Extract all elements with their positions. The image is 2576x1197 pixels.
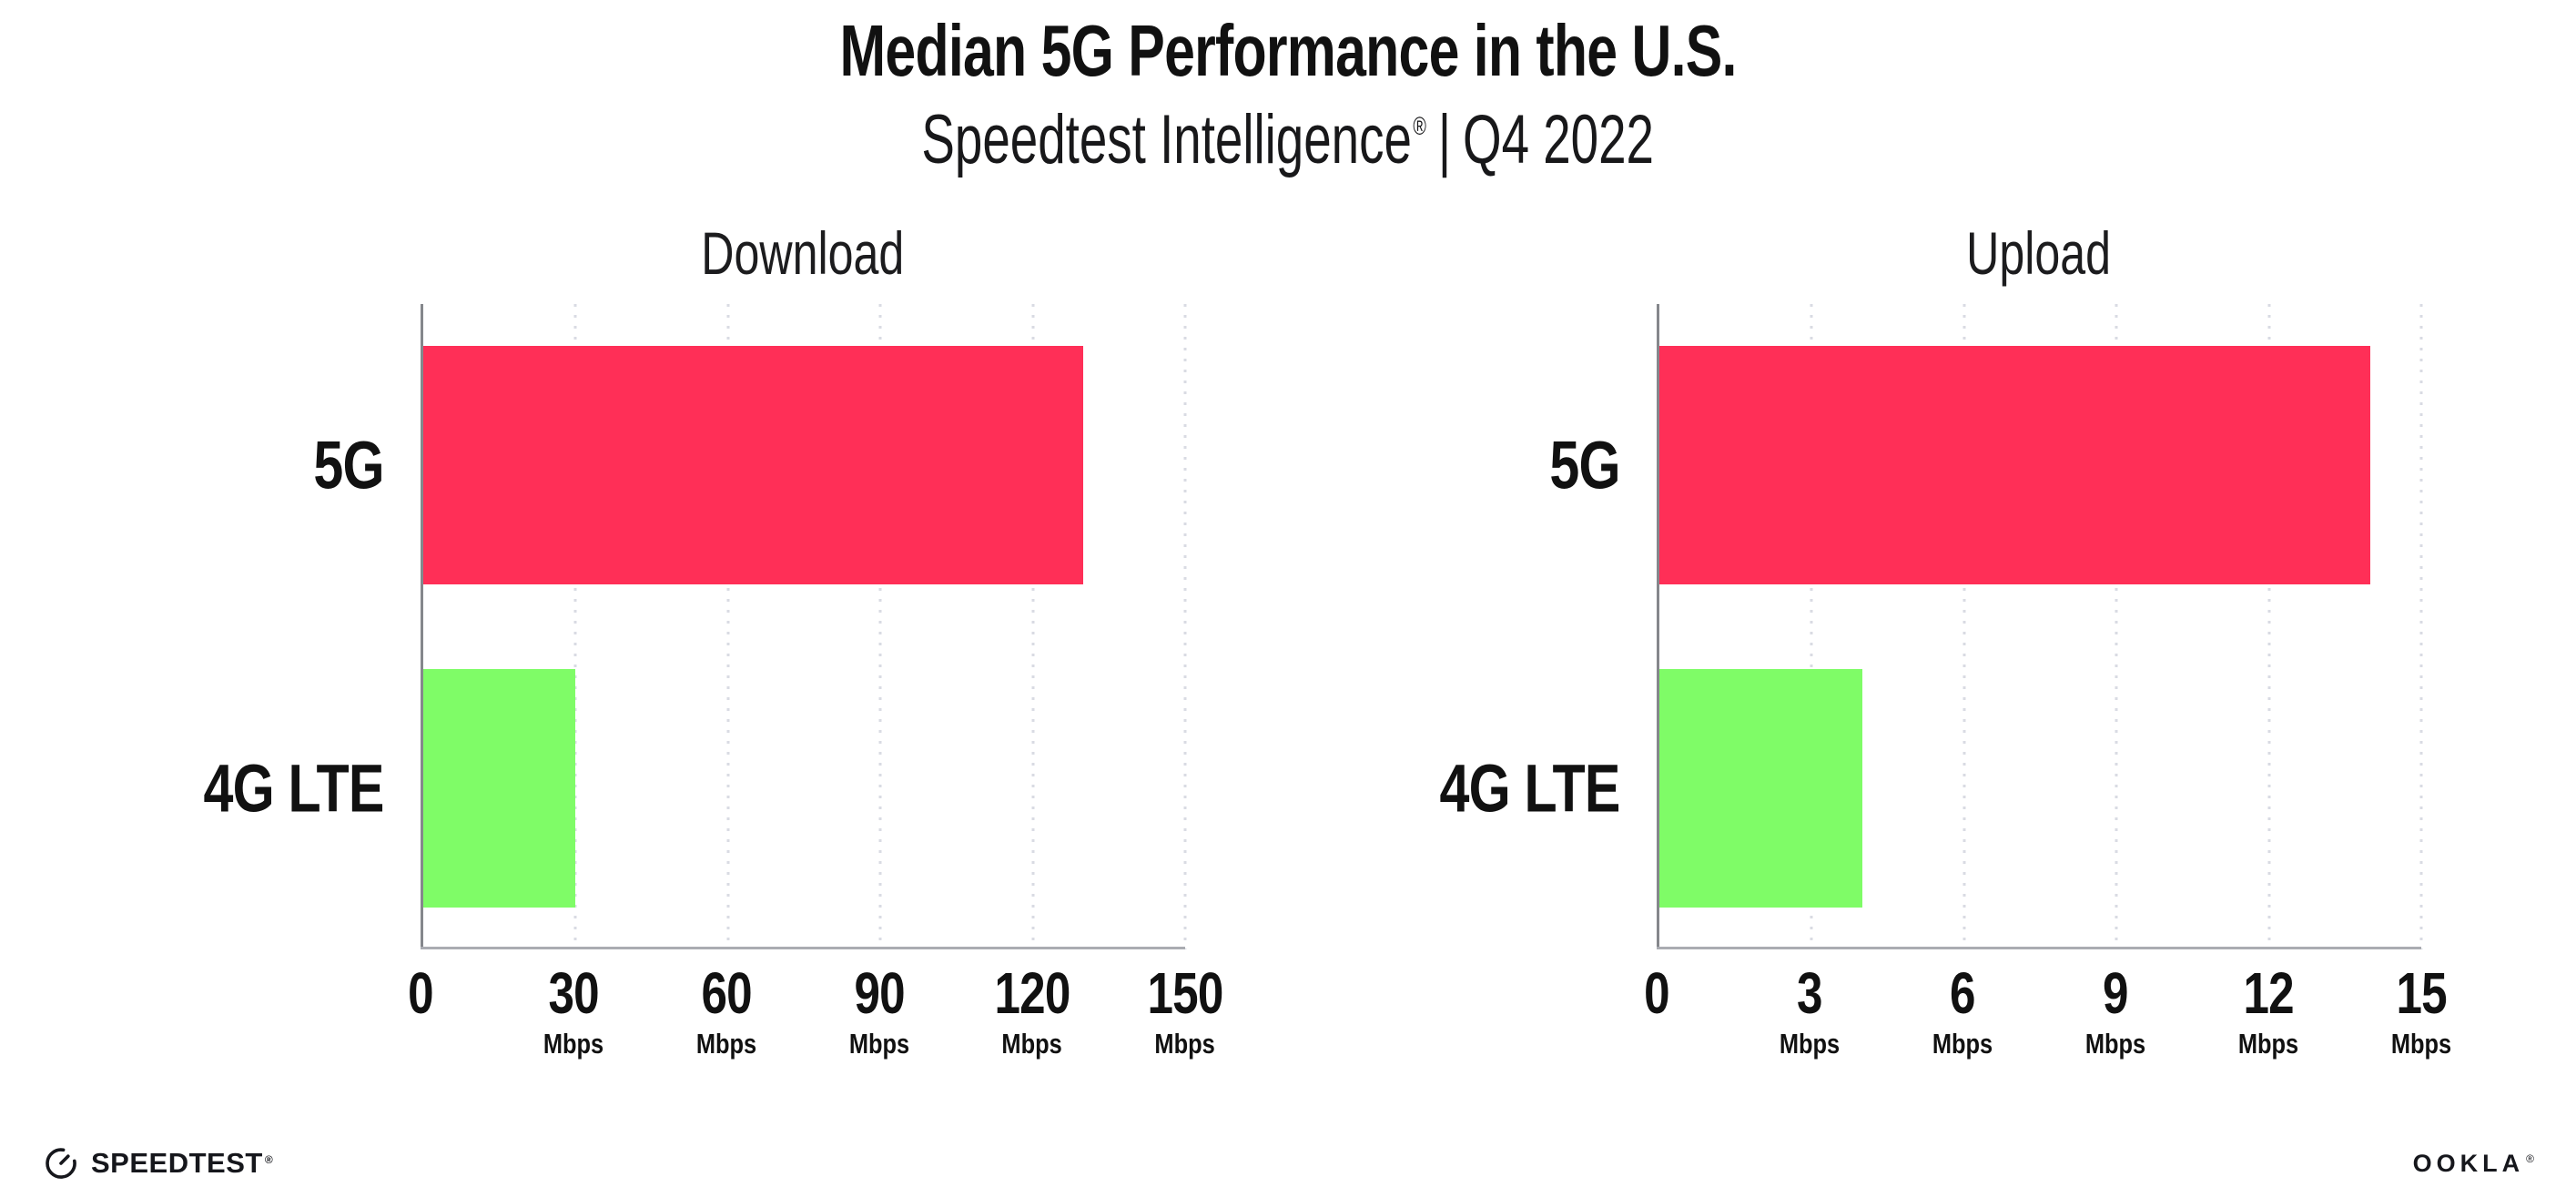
bar-4g-lte-download	[423, 668, 576, 908]
gridline	[573, 304, 577, 949]
tick-unit: Mbps	[543, 1028, 604, 1060]
category-label-5g: 5G	[313, 427, 385, 503]
speedtest-wordmark: SPEEDTEST ®	[91, 1147, 274, 1179]
gridline	[1183, 304, 1187, 949]
tick-label-3: 3 Mbps	[1773, 964, 1847, 1058]
speedtest-logo: SPEEDTEST ®	[42, 1144, 273, 1182]
tick-label-150: 150 Mbps	[1138, 964, 1232, 1058]
speedtest-trademark-icon: ®	[264, 1153, 274, 1166]
chart-title-upload: Upload	[1966, 219, 2112, 287]
gauge-needle	[59, 1154, 70, 1165]
upload-category-labels: 5G 4G LTE	[1391, 304, 1621, 949]
upload-plot-region: 5G 4G LTE	[1391, 304, 2423, 949]
tick-unit: Mbps	[1932, 1028, 1993, 1060]
tick-label-12: 12 Mbps	[2232, 964, 2306, 1058]
tick-unit: Mbps	[848, 1028, 910, 1060]
ookla-trademark-icon: ®	[2526, 1151, 2534, 1165]
download-chart: Download 5G 4G LTE 0 30 Mbps 60 Mbps 90 Mbps 120…	[155, 218, 1223, 1104]
download-x-axis: 0 30 Mbps 60 Mbps 90 Mbps 120 Mbps 150 Mbps	[408, 949, 1223, 1104]
gauge-icon	[46, 1148, 76, 1179]
tick-label-6: 6 Mbps	[1926, 964, 2000, 1058]
upload-x-axis: 0 3 Mbps 6 Mbps 9 Mbps 12 Mbps 15 Mbps	[1644, 949, 2451, 1104]
tick-unit: Mbps	[2390, 1028, 2452, 1060]
download-chart-title-row: Download	[421, 218, 1185, 304]
gridline	[726, 304, 730, 949]
tick-label-90: 90 Mbps	[843, 964, 917, 1058]
gridline	[878, 304, 882, 949]
download-plot-region: 5G 4G LTE	[155, 304, 1187, 949]
tick-unit: Mbps	[1001, 1028, 1063, 1060]
upload-chart-title-row: Upload	[1657, 218, 2421, 304]
bar-5g-upload	[1659, 346, 2371, 585]
tick-unit: Mbps	[1154, 1028, 1216, 1060]
registered-trademark-icon: ®	[1413, 111, 1427, 140]
gridline	[1962, 304, 1966, 949]
category-label-4g-lte: 4G LTE	[203, 750, 385, 827]
page-title: Median 5G Performance in the U.S.	[839, 10, 1737, 91]
gridline	[2267, 304, 2271, 949]
tick-label-120: 120 Mbps	[985, 964, 1080, 1058]
download-category-labels: 5G 4G LTE	[155, 304, 385, 949]
tick-label-30: 30 Mbps	[537, 964, 611, 1058]
tick-label-0: 0	[1644, 960, 1669, 1026]
gridline	[1031, 304, 1035, 949]
gridline	[1810, 304, 1813, 949]
subtitle-separator: |	[1438, 101, 1452, 178]
gridline	[2419, 304, 2423, 949]
ookla-wordmark: OOKLA	[2412, 1149, 2525, 1177]
tick-unit: Mbps	[2237, 1028, 2299, 1060]
tick-label-9: 9 Mbps	[2079, 964, 2153, 1058]
subtitle-period: Q4 2022	[1463, 101, 1655, 178]
footer: SPEEDTEST ® OOKLA ®	[42, 1144, 2534, 1182]
upload-plot-area	[1657, 304, 2423, 949]
chart-header: Median 5G Performance in the U.S. Speedt…	[0, 13, 2576, 177]
tick-unit: Mbps	[695, 1028, 757, 1060]
gridline	[2115, 304, 2118, 949]
tick-unit: Mbps	[2084, 1028, 2146, 1060]
tick-unit: Mbps	[1779, 1028, 1841, 1060]
bar-4g-lte-upload	[1659, 668, 1863, 908]
charts-row: Download 5G 4G LTE 0 30 Mbps 60 Mbps 90 Mbps 120…	[155, 218, 2451, 1104]
tick-label-60: 60 Mbps	[690, 964, 764, 1058]
ookla-logo: OOKLA ®	[2413, 1150, 2534, 1178]
bar-5g-download	[423, 346, 1084, 585]
category-label-5g: 5G	[1549, 427, 1621, 503]
subtitle-brand: Speedtest Intelligence	[921, 101, 1413, 178]
tick-label-0: 0	[408, 960, 433, 1026]
upload-chart: Upload 5G 4G LTE 0 3 Mbps 6 Mbps 9 Mbps 12 Mbps 15…	[1391, 218, 2451, 1104]
page-subtitle: Speedtest Intelligence® | Q4 2022	[0, 104, 2576, 177]
download-plot-area	[421, 304, 1187, 949]
category-label-4g-lte: 4G LTE	[1439, 750, 1621, 827]
tick-label-15: 15 Mbps	[2385, 964, 2459, 1058]
chart-title-download: Download	[701, 219, 905, 287]
